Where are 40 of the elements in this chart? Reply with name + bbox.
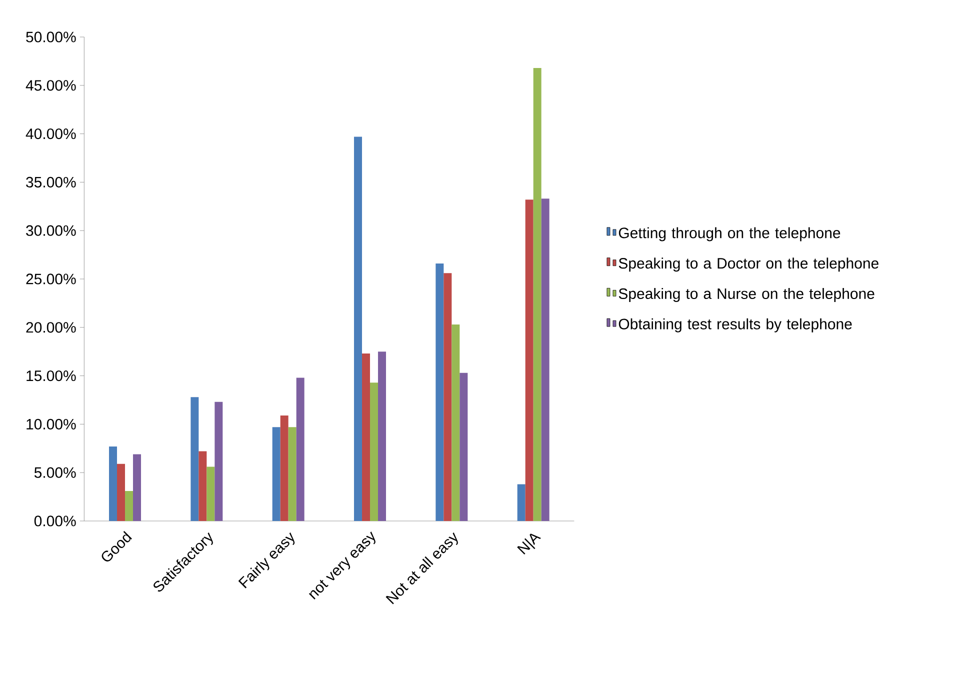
- bar: [354, 136, 362, 521]
- bar: [133, 454, 142, 521]
- y-tick-label: 40.00%: [26, 128, 76, 140]
- bar: [452, 324, 460, 521]
- bar: [280, 415, 288, 521]
- y-tick-label: 50.00%: [26, 32, 76, 42]
- y-tick-label: 25.00%: [26, 274, 76, 284]
- bar: [378, 352, 386, 521]
- bar: [362, 354, 370, 521]
- x-tick-label: N|A: [517, 534, 542, 555]
- bar: [125, 490, 134, 521]
- y-tick-label: 45.00%: [26, 80, 76, 91]
- bar: [541, 198, 550, 521]
- y-tick-label: 30.00%: [26, 225, 76, 236]
- legend-label: Speaking to a Nurse on the telephone: [618, 288, 874, 302]
- bar: [370, 382, 378, 521]
- legend-label: Speaking to a Doctor on the telephone: [618, 258, 878, 272]
- bar: [288, 427, 296, 521]
- bar: [190, 397, 199, 521]
- bar: [206, 466, 215, 521]
- bar: [460, 372, 468, 521]
- bar: [109, 446, 118, 521]
- y-tick-label: 15.00%: [26, 370, 76, 382]
- y-tick-label: 10.00%: [26, 418, 76, 430]
- bar: [214, 402, 223, 521]
- bar: [444, 273, 452, 521]
- y-tick-label: 20.00%: [26, 322, 76, 333]
- bar: [436, 264, 444, 521]
- y-tick-label: 0.00%: [34, 516, 76, 526]
- y-tick-label: 5.00%: [34, 467, 76, 478]
- y-tick-label: 35.00%: [26, 176, 76, 188]
- bar: [525, 200, 534, 521]
- legend-label: Getting through on the telephone: [618, 227, 840, 242]
- bar: [198, 451, 207, 521]
- bar: [517, 484, 526, 521]
- bar: [117, 464, 126, 521]
- bar: [296, 378, 304, 521]
- bar: [533, 68, 542, 521]
- bar: [272, 427, 280, 521]
- legend-label: Obtaining test results by telephone: [618, 318, 852, 332]
